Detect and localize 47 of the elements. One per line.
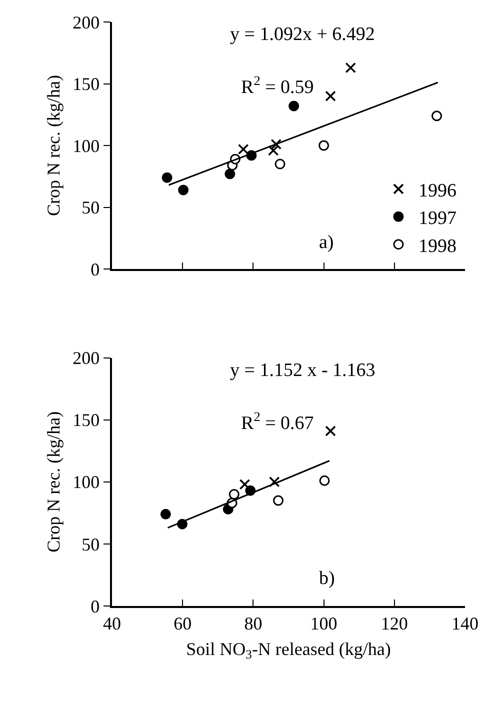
point: [268, 145, 279, 156]
annotation: b): [319, 568, 335, 589]
y-axis-title: Crop N rec. (kg/ha): [43, 411, 64, 552]
annotation: R$^{2}$ = 0.67: [241, 409, 314, 434]
y-tick-label: 50: [82, 198, 100, 218]
point: [345, 62, 356, 74]
point: [273, 495, 284, 506]
point: [160, 508, 171, 520]
y-axis-title: Crop N rec. (kg/ha): [43, 75, 64, 216]
legend-label: 1996: [418, 180, 456, 202]
x-axis-title: Soil NO$_{3}$-N released (kg/ha): [186, 638, 391, 662]
point: [325, 90, 336, 102]
point: [228, 489, 240, 500]
point: [239, 478, 250, 490]
y-tick-label: 0: [90, 259, 100, 280]
annotation: R$^{2}$ = 0.59: [241, 73, 314, 98]
y-tick-label: 100: [72, 136, 100, 156]
x-tick-label: 140: [452, 613, 478, 634]
point: [318, 140, 330, 151]
point: [178, 184, 189, 196]
point: [224, 168, 236, 180]
x-tick-label: 100: [310, 613, 338, 634]
y-tick-label: 150: [72, 74, 100, 94]
annotation: y = 1.152 x - 1.163: [230, 360, 376, 381]
y-tick-label: 150: [72, 410, 100, 430]
point: [432, 110, 442, 122]
annotation: a): [319, 232, 334, 253]
point: [238, 144, 249, 155]
legend-label: 1998: [418, 236, 456, 257]
point: [270, 138, 282, 150]
point: [319, 475, 330, 486]
annotation: y = 1.092x + 6.492: [230, 24, 375, 45]
point: [162, 172, 172, 183]
point: [288, 100, 300, 112]
x-tick-label: 120: [380, 613, 408, 634]
point: [325, 426, 336, 436]
point: [274, 158, 286, 170]
y-tick-label: 200: [72, 348, 100, 368]
y-tick-label: 50: [82, 534, 100, 554]
x-tick-label: 80: [244, 613, 262, 634]
x-tick-label: 40: [103, 613, 121, 634]
legend-label: 1997: [418, 208, 456, 230]
x-tick-label: 60: [174, 613, 192, 634]
y-tick-label: 200: [72, 12, 100, 32]
y-tick-label: 100: [72, 472, 100, 492]
point: [268, 476, 280, 488]
y-tick-label: 0: [90, 596, 100, 616]
